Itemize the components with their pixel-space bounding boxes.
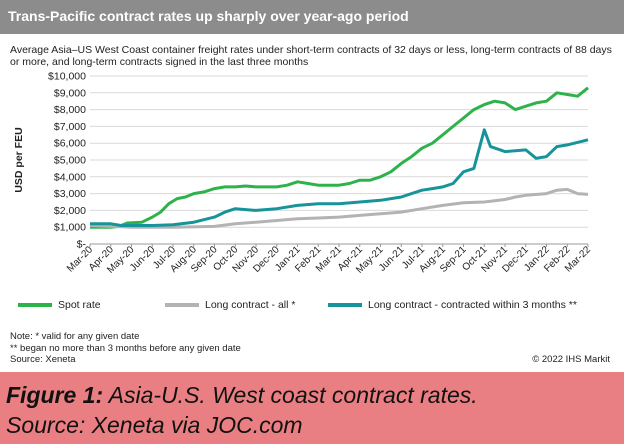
y-tick-label: $- <box>77 239 87 251</box>
source-line: Source: Xeneta <box>10 354 76 365</box>
caption-line-1: Asia-U.S. West coast contract rates. <box>108 382 478 408</box>
y-tick-label: $9,000 <box>54 87 86 99</box>
y-tick-label: $1,000 <box>54 222 86 234</box>
chart-subtitle: Average Asia–US West Coast container fre… <box>10 44 612 68</box>
legend-swatch-spot-rate <box>18 303 52 307</box>
caption-line-2: Source: Xeneta via JOC.com <box>6 412 303 438</box>
series-line-2 <box>90 128 589 227</box>
legend-label: Long contract - contracted within 3 mont… <box>368 299 577 311</box>
legend-item-long-contract-3m: Long contract - contracted within 3 mont… <box>328 296 577 314</box>
line-chart: $- $1,000 $2,000 $3,000 $4,000 $5,000 $6,000 $7… <box>13 71 593 276</box>
y-tick-label: $6,000 <box>54 138 86 150</box>
legend-swatch-long-contract-all <box>165 303 199 307</box>
y-tick-label: $7,000 <box>54 121 86 133</box>
chart-series <box>89 86 589 229</box>
chart-title: Trans-Pacific contract rates up sharply … <box>8 8 409 24</box>
caption-label: Figure 1: <box>6 382 104 408</box>
y-tick-label: $5,000 <box>54 155 86 167</box>
x-axis: Mar-20Apr-20May-20Jun-20Jul-20Aug-20Sep-… <box>65 243 593 276</box>
y-tick-label: $8,000 <box>54 104 86 116</box>
caption-text: Figure 1: Asia-U.S. West coast contract … <box>6 380 478 440</box>
y-tick-label: $10,000 <box>48 71 86 83</box>
series-line-1 <box>89 187 589 229</box>
figure-caption: Figure 1: Asia-U.S. West coast contract … <box>0 372 624 444</box>
series-line-0 <box>90 86 589 229</box>
legend-item-spot-rate: Spot rate <box>18 296 101 314</box>
y-axis-label: USD per FEU <box>13 127 25 192</box>
note-line: ** began no more than 3 months before an… <box>10 342 241 354</box>
chart-notes: Note: * valid for any given date ** bega… <box>10 331 241 366</box>
legend-label: Long contract - all * <box>205 299 296 311</box>
y-axis: $- $1,000 $2,000 $3,000 $4,000 $5,000 $6,000 $7… <box>48 71 86 251</box>
note-line: Note: * valid for any given date <box>10 331 140 342</box>
chart-title-bar: Trans-Pacific contract rates up sharply … <box>0 0 624 34</box>
y-tick-label: $3,000 <box>54 188 86 200</box>
copyright: © 2022 IHS Markit <box>532 354 610 365</box>
chart-grid <box>90 75 588 228</box>
y-tick-label: $4,000 <box>54 171 86 183</box>
legend-swatch-long-contract-3m <box>328 303 362 307</box>
legend-item-long-contract-all: Long contract - all * <box>165 296 295 314</box>
y-tick-label: $2,000 <box>54 205 86 217</box>
legend-label: Spot rate <box>58 299 101 311</box>
